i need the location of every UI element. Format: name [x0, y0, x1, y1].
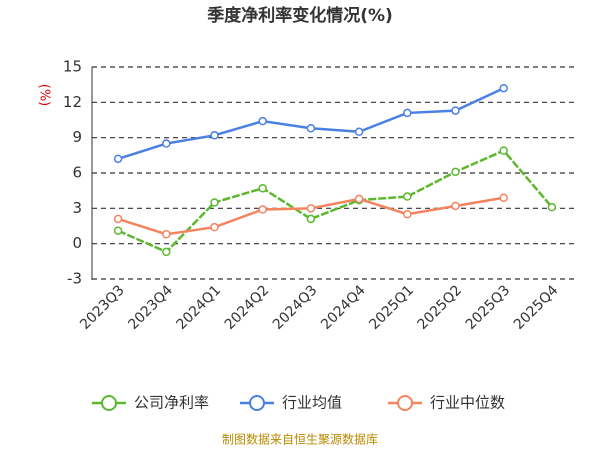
legend-marker — [249, 395, 265, 411]
y-tick-label: 0 — [72, 234, 82, 252]
y-tick-label: 3 — [72, 199, 82, 217]
data-point — [403, 108, 412, 118]
data-point — [210, 222, 219, 232]
data-point — [403, 192, 412, 201]
series-line — [117, 149, 553, 254]
data-point — [354, 127, 364, 137]
x-tick-label: 2023Q3 — [77, 282, 128, 333]
data-point — [403, 209, 412, 219]
data-point — [113, 154, 123, 164]
y-tick-label: 9 — [72, 128, 82, 146]
y-tick-label: 15 — [63, 58, 82, 76]
legend-marker — [101, 395, 117, 411]
data-point — [258, 116, 267, 126]
y-tick-label: 6 — [72, 164, 82, 182]
data-point — [451, 106, 460, 115]
data-point — [499, 83, 508, 93]
x-tick-label: 2025Q3 — [463, 282, 514, 333]
legend-label: 行业中位数 — [430, 394, 505, 412]
data-point — [258, 205, 267, 214]
chart-title: 季度净利率变化情况(%) — [207, 5, 393, 26]
legend-marker — [397, 395, 413, 411]
data-point — [547, 202, 557, 212]
data-point — [210, 131, 219, 140]
y-tick-label: 12 — [63, 93, 82, 111]
legend-label: 行业均值 — [282, 394, 342, 412]
data-point — [499, 146, 508, 155]
data-point — [210, 198, 219, 207]
data-point — [162, 139, 171, 148]
data-point — [354, 194, 364, 204]
x-tick-label: 2024Q2 — [222, 282, 273, 333]
x-tick-label: 2023Q4 — [125, 282, 176, 333]
data-point — [306, 204, 316, 213]
data-point — [451, 167, 460, 177]
y-tick-label: -3 — [67, 270, 82, 288]
data-point — [499, 193, 508, 202]
x-tick-label: 2025Q2 — [415, 282, 466, 333]
legend-label: 公司净利率 — [134, 394, 209, 412]
data-point — [162, 229, 171, 239]
x-tick-label: 2024Q3 — [270, 282, 321, 333]
data-point — [306, 214, 316, 224]
x-tick-label: 2025Q4 — [511, 282, 562, 333]
data-point — [162, 247, 171, 257]
data-point — [258, 184, 267, 193]
x-tick-label: 2024Q4 — [318, 282, 369, 333]
x-tick-label: 2025Q1 — [366, 282, 417, 333]
series-line — [117, 87, 505, 161]
data-point — [113, 226, 123, 235]
y-axis-label: (%) — [37, 84, 52, 107]
source-note: 制图数据来自恒生聚源数据库 — [222, 432, 378, 447]
data-point — [451, 201, 460, 211]
data-point — [113, 214, 123, 224]
x-tick-label: 2024Q1 — [174, 282, 225, 333]
data-point — [306, 123, 316, 133]
